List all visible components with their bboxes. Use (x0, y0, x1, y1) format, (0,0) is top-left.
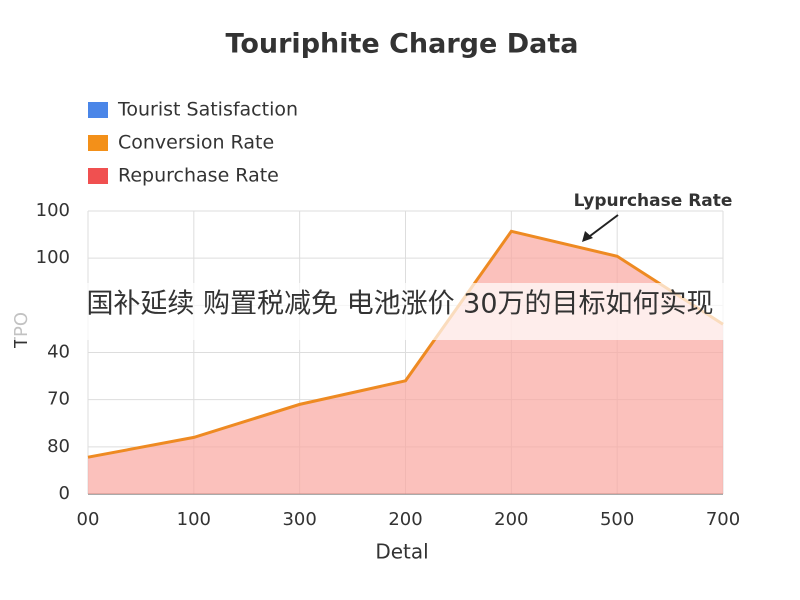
legend-label: Repurchase Rate (118, 165, 279, 187)
y-tick-label: 100 (36, 247, 70, 268)
annotation: Lypurchase Rate (574, 191, 733, 211)
banner-band (0, 283, 800, 340)
x-tick-label: 700 (706, 509, 740, 530)
y-tick-label: 0 (59, 483, 70, 504)
x-tick-label: 500 (600, 509, 634, 530)
legend-label: Conversion Rate (118, 132, 274, 154)
x-axis-label: Detal (375, 540, 428, 564)
arrow-head (582, 231, 593, 242)
x-tick-label: 300 (282, 509, 316, 530)
y-tick-label: 80 (47, 436, 70, 457)
x-tick-label: 100 (177, 509, 211, 530)
legend-swatch (88, 168, 108, 184)
line (87, 229, 724, 459)
banner-text: 国补延续 购置税减免 电池涨价 30万的目标如何实现 (86, 289, 713, 320)
y-tick-label: 70 (47, 389, 70, 410)
chart-title: Touriphite Charge Data (226, 29, 579, 60)
y-tick-label: 40 (47, 342, 70, 363)
x-tick-label: 200 (388, 509, 422, 530)
x-tick-label: 200 (494, 509, 528, 530)
x-tick-label: 00 (77, 509, 100, 530)
legend-swatch (88, 135, 108, 151)
y-tick-label: 100 (36, 200, 70, 221)
legend-label: Tourist Satisfaction (117, 99, 298, 121)
legend-swatch (88, 102, 108, 118)
annotation-arrow (585, 214, 619, 240)
